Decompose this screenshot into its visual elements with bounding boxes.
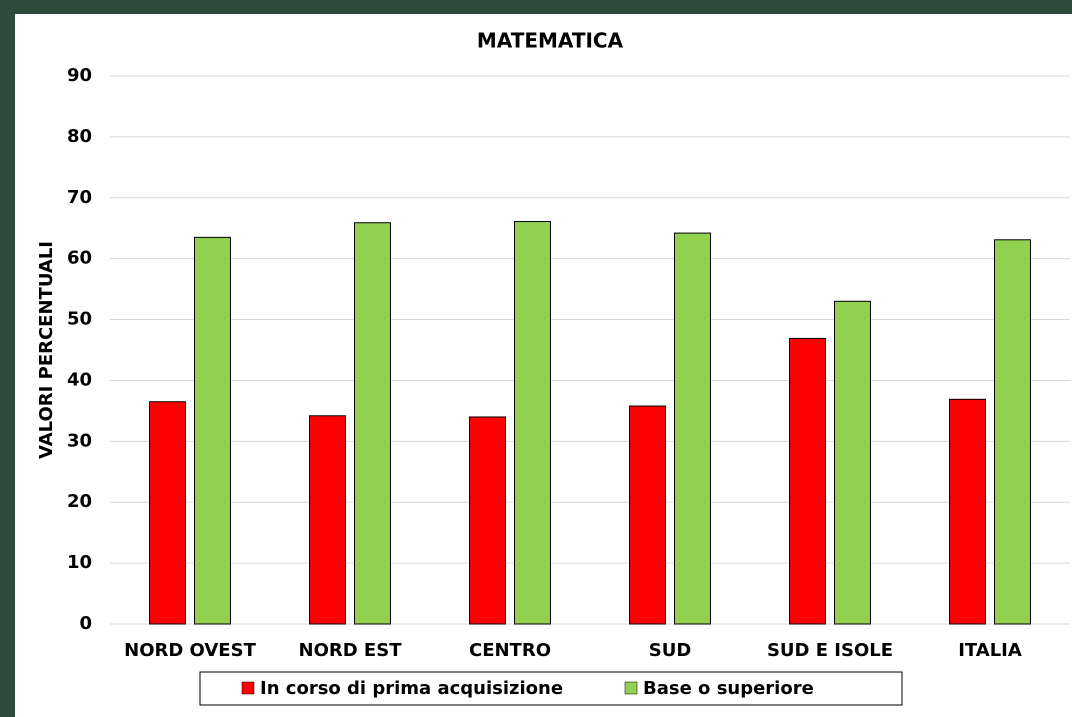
bar bbox=[149, 401, 186, 625]
legend-label: In corso di prima acquisizione bbox=[260, 678, 563, 699]
bar bbox=[194, 236, 231, 625]
bar bbox=[514, 221, 551, 625]
x-tick-label: SUD E ISOLE bbox=[767, 640, 893, 661]
y-tick-label: 70 bbox=[67, 187, 92, 208]
chart-title: MATEMATICA bbox=[477, 29, 624, 53]
bar bbox=[629, 405, 666, 625]
y-tick-label: 40 bbox=[67, 369, 92, 390]
y-tick-label: 60 bbox=[67, 248, 92, 269]
bar bbox=[949, 398, 986, 625]
x-tick-label: NORD OVEST bbox=[124, 640, 256, 661]
y-tick-label: 10 bbox=[67, 552, 92, 573]
x-tick-label: SUD bbox=[649, 640, 692, 661]
bar bbox=[469, 416, 506, 625]
bar bbox=[994, 239, 1031, 625]
bar bbox=[354, 222, 391, 625]
bar bbox=[674, 232, 711, 625]
legend-swatch bbox=[241, 681, 255, 695]
legend-label: Base o superiore bbox=[643, 678, 814, 699]
legend-swatch bbox=[624, 681, 638, 695]
y-tick-label: 50 bbox=[67, 309, 92, 330]
x-tick-label: CENTRO bbox=[469, 640, 551, 661]
x-tick-label: ITALIA bbox=[958, 640, 1022, 661]
bar bbox=[309, 415, 346, 625]
bar bbox=[789, 337, 826, 625]
y-tick-label: 0 bbox=[79, 613, 92, 634]
legend-box bbox=[199, 671, 903, 706]
y-tick-label: 20 bbox=[67, 491, 92, 512]
y-tick-label: 90 bbox=[67, 65, 92, 86]
y-tick-label: 30 bbox=[67, 430, 92, 451]
y-axis-label: VALORI PERCENTUALI bbox=[36, 241, 57, 459]
x-tick-label: NORD EST bbox=[299, 640, 403, 661]
bar bbox=[834, 300, 871, 625]
y-tick-label: 80 bbox=[67, 126, 92, 147]
